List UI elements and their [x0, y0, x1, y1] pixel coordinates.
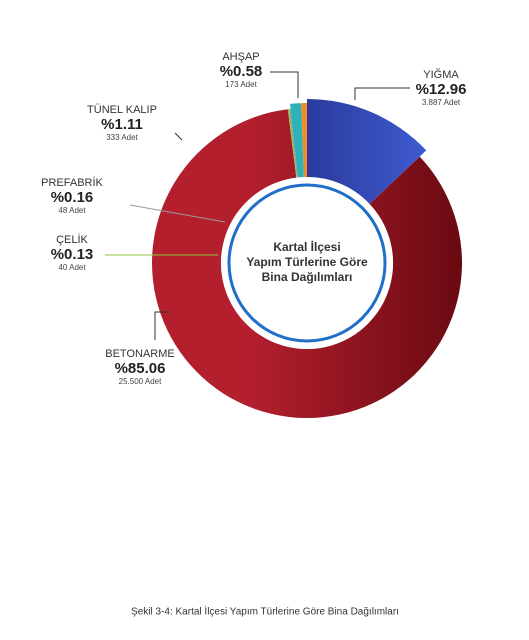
- slice: [301, 103, 307, 178]
- value-label: %12.96: [416, 81, 467, 98]
- count-label: 173 Adet: [225, 80, 257, 89]
- category-label: BETONARME: [105, 348, 174, 360]
- center-ring: [227, 183, 387, 343]
- category-label: AHŞAP: [222, 51, 259, 63]
- category-label: YIĞMA: [423, 68, 459, 81]
- count-label: 333 Adet: [106, 133, 138, 142]
- value-label: %1.11: [101, 116, 143, 133]
- slice: [290, 103, 304, 178]
- count-label: 25.500 Adet: [119, 377, 162, 386]
- slice: [151, 109, 462, 418]
- caption: Şekil 3-4: Kartal İlçesi Yapım Türlerine…: [131, 605, 399, 618]
- value-label: %85.06: [115, 360, 166, 377]
- category-label: PREFABRİK: [41, 176, 103, 189]
- count-label: 48 Adet: [58, 206, 86, 215]
- value-label: %0.13: [51, 246, 94, 263]
- leader-line: [129, 204, 226, 223]
- count-label: 3.887 Adet: [422, 98, 461, 107]
- slice: [289, 108, 298, 178]
- category-label: ÇELİK: [56, 233, 88, 246]
- leader-line: [354, 87, 410, 100]
- chart-title: Kartal İlçesi Yapım Türlerine Göre Bina Da…: [246, 239, 368, 284]
- count-label: 40 Adet: [58, 263, 86, 272]
- slice: [287, 109, 298, 178]
- leader-line: [174, 132, 183, 141]
- center-hole: [221, 177, 393, 349]
- slice: [307, 99, 427, 204]
- leader-line: [270, 71, 299, 98]
- leader-line: [154, 311, 170, 340]
- category-label: TÜNEL KALIP: [87, 104, 157, 116]
- value-label: %0.58: [220, 63, 263, 80]
- value-label: %0.16: [51, 189, 94, 206]
